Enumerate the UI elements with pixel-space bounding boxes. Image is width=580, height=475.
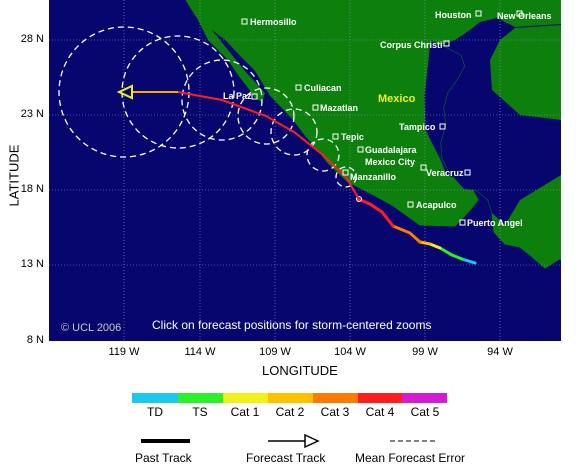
forecast-arrow-symbol [304,433,320,449]
forecast-error-circle[interactable] [237,87,295,145]
legend-label: Cat 5 [410,405,440,419]
storm-track-map[interactable] [49,0,561,341]
x-tick-label: 119 W [108,346,140,358]
legend-swatch-cat4 [358,393,402,403]
city-markers [241,10,523,226]
legend-swatch-cat3 [313,393,358,403]
y-tick-label: 18 N [20,183,44,195]
legend-label: Cat 2 [275,405,305,419]
forecast-track-legend-label: Forecast Track [246,451,326,465]
forecast-error-circle[interactable] [335,166,357,188]
error-legend-label: Mean Forecast Error [355,451,466,465]
baja-california [186,0,265,102]
legend-label: TD [147,405,163,419]
x-axis-title: LONGITUDE [262,363,338,378]
y-tick-label: 28 N [20,33,44,45]
legend-swatch-cat2 [268,393,313,403]
forecast-error-circle[interactable] [270,108,318,156]
y-tick-label: 23 N [20,108,44,120]
legend-label: Cat 1 [230,405,260,419]
land-mask [430,0,561,225]
forecast-arrowhead [116,84,133,100]
legend-swatch-cat5 [402,393,447,403]
forecast-error-circle[interactable] [58,26,190,158]
past-track [356,197,477,265]
legend-swatch-ts [178,393,223,403]
grid [49,0,561,341]
current-position-marker[interactable] [356,196,362,202]
legend-label: Cat 4 [365,405,395,419]
y-tick-label: 13 N [20,258,44,270]
legend-label: TS [192,405,208,419]
y-tick-label: 8 N [26,334,44,346]
x-tick-label: 109 W [259,346,291,358]
x-tick-label: 114 W [184,346,216,358]
forecast-error-circle[interactable] [306,138,340,172]
x-tick-label: 94 W [487,346,513,358]
gulf-coast [430,0,561,45]
y-axis-title: LATITUDE [6,144,22,207]
x-tick-label: 99 W [412,346,438,358]
yucatan [510,180,561,260]
forecast-track-cat4[interactable] [177,91,360,200]
x-tick-label: 104 W [334,346,366,358]
past-track-legend-label: Past Track [135,451,192,465]
track-legend-symbols [141,433,436,449]
legend-label: Cat 3 [320,405,350,419]
legend-swatch-cat1 [223,393,268,403]
legend-swatch-td [132,393,178,403]
forecast-error-circle[interactable] [181,59,263,141]
